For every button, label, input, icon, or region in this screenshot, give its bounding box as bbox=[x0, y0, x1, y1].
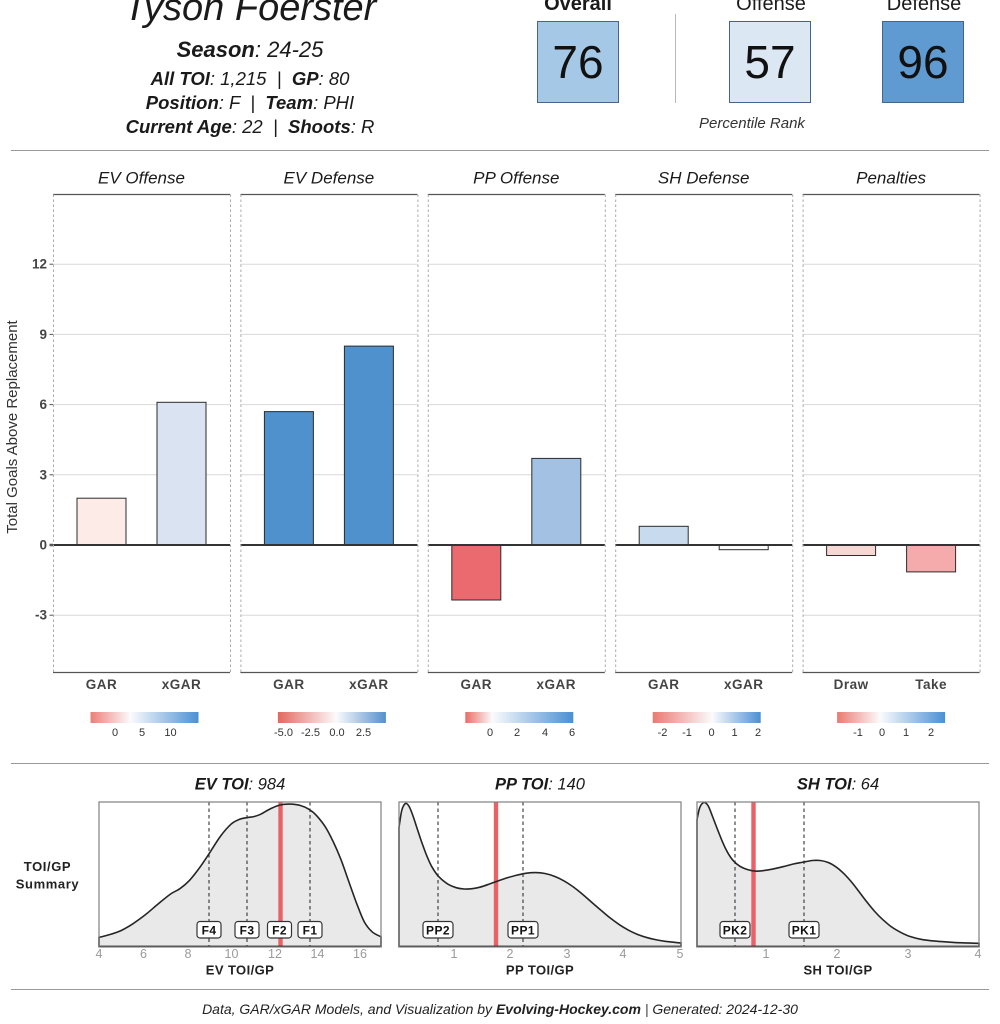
svg-text:0: 0 bbox=[112, 727, 118, 739]
svg-text:xGAR: xGAR bbox=[162, 677, 202, 692]
svg-text:GAR: GAR bbox=[648, 677, 680, 692]
svg-text:2.5: 2.5 bbox=[356, 727, 371, 739]
svg-text:5: 5 bbox=[677, 947, 684, 961]
svg-text:2: 2 bbox=[514, 727, 520, 739]
svg-text:F1: F1 bbox=[303, 924, 318, 938]
svg-text:-2: -2 bbox=[658, 727, 668, 739]
svg-text:-1: -1 bbox=[853, 727, 863, 739]
svg-text:3: 3 bbox=[905, 947, 912, 961]
svg-text:8: 8 bbox=[185, 947, 192, 961]
svg-text:2: 2 bbox=[507, 947, 514, 961]
svg-text:6: 6 bbox=[569, 727, 575, 739]
svg-text:3: 3 bbox=[39, 467, 47, 482]
svg-text:2: 2 bbox=[928, 727, 934, 739]
svg-text:F4: F4 bbox=[202, 924, 217, 938]
svg-text:0: 0 bbox=[39, 538, 47, 553]
svg-text:GAR: GAR bbox=[273, 677, 305, 692]
svg-text:0: 0 bbox=[487, 727, 493, 739]
svg-text:PK2: PK2 bbox=[723, 924, 748, 938]
svg-text:F2: F2 bbox=[272, 924, 287, 938]
svg-text:Penalties: Penalties bbox=[856, 169, 926, 188]
svg-text:2: 2 bbox=[834, 947, 841, 961]
svg-text:1: 1 bbox=[731, 727, 737, 739]
svg-text:14: 14 bbox=[311, 947, 325, 961]
svg-text:-3: -3 bbox=[35, 608, 47, 623]
svg-text:EV TOI/GP: EV TOI/GP bbox=[206, 963, 274, 978]
svg-text:10: 10 bbox=[164, 727, 176, 739]
svg-text:PP TOI/GP: PP TOI/GP bbox=[506, 963, 574, 978]
svg-text:9: 9 bbox=[39, 327, 47, 342]
svg-text:PP Offense: PP Offense bbox=[473, 169, 559, 188]
svg-text:12: 12 bbox=[268, 947, 282, 961]
svg-text:12: 12 bbox=[32, 257, 47, 272]
svg-text:SH TOI: 64: SH TOI: 64 bbox=[797, 776, 879, 794]
svg-text:1: 1 bbox=[451, 947, 458, 961]
svg-text:SH Defense: SH Defense bbox=[658, 169, 750, 188]
svg-text:PP2: PP2 bbox=[426, 924, 450, 938]
svg-text:SH TOI/GP: SH TOI/GP bbox=[803, 963, 872, 978]
svg-text:xGAR: xGAR bbox=[724, 677, 764, 692]
svg-text:6: 6 bbox=[39, 397, 47, 412]
svg-text:Take: Take bbox=[915, 677, 947, 692]
svg-text:0.0: 0.0 bbox=[329, 727, 344, 739]
svg-text:2: 2 bbox=[755, 727, 761, 739]
svg-text:5: 5 bbox=[139, 727, 145, 739]
svg-text:PK1: PK1 bbox=[792, 924, 817, 938]
svg-text:0: 0 bbox=[708, 727, 714, 739]
svg-text:6: 6 bbox=[140, 947, 147, 961]
svg-text:EV TOI: 984: EV TOI: 984 bbox=[195, 776, 286, 794]
svg-text:GAR: GAR bbox=[86, 677, 118, 692]
svg-text:TOI/GP: TOI/GP bbox=[24, 859, 71, 874]
svg-text:1: 1 bbox=[763, 947, 770, 961]
svg-text:xGAR: xGAR bbox=[349, 677, 389, 692]
svg-text:16: 16 bbox=[353, 947, 367, 961]
svg-text:EV Offense: EV Offense bbox=[98, 169, 185, 188]
svg-text:10: 10 bbox=[225, 947, 239, 961]
svg-text:Data, GAR/xGAR Models, and Vis: Data, GAR/xGAR Models, and Visualization… bbox=[202, 1001, 798, 1017]
svg-text:Summary: Summary bbox=[16, 877, 80, 892]
svg-text:EV Defense: EV Defense bbox=[284, 169, 375, 188]
svg-text:1: 1 bbox=[903, 727, 909, 739]
svg-text:4: 4 bbox=[620, 947, 627, 961]
svg-text:F3: F3 bbox=[240, 924, 255, 938]
svg-text:4: 4 bbox=[542, 727, 548, 739]
svg-text:Draw: Draw bbox=[834, 677, 869, 692]
svg-text:4: 4 bbox=[975, 947, 982, 961]
svg-text:xGAR: xGAR bbox=[537, 677, 577, 692]
svg-text:-1: -1 bbox=[682, 727, 692, 739]
svg-text:GAR: GAR bbox=[461, 677, 493, 692]
svg-text:3: 3 bbox=[564, 947, 571, 961]
svg-text:Total Goals Above Replacement: Total Goals Above Replacement bbox=[4, 319, 21, 533]
svg-text:PP TOI: 140: PP TOI: 140 bbox=[495, 776, 586, 794]
svg-text:0: 0 bbox=[879, 727, 885, 739]
svg-text:4: 4 bbox=[96, 947, 103, 961]
svg-text:-5.0: -5.0 bbox=[274, 727, 293, 739]
svg-text:PP1: PP1 bbox=[511, 924, 535, 938]
svg-text:-2.5: -2.5 bbox=[301, 727, 320, 739]
